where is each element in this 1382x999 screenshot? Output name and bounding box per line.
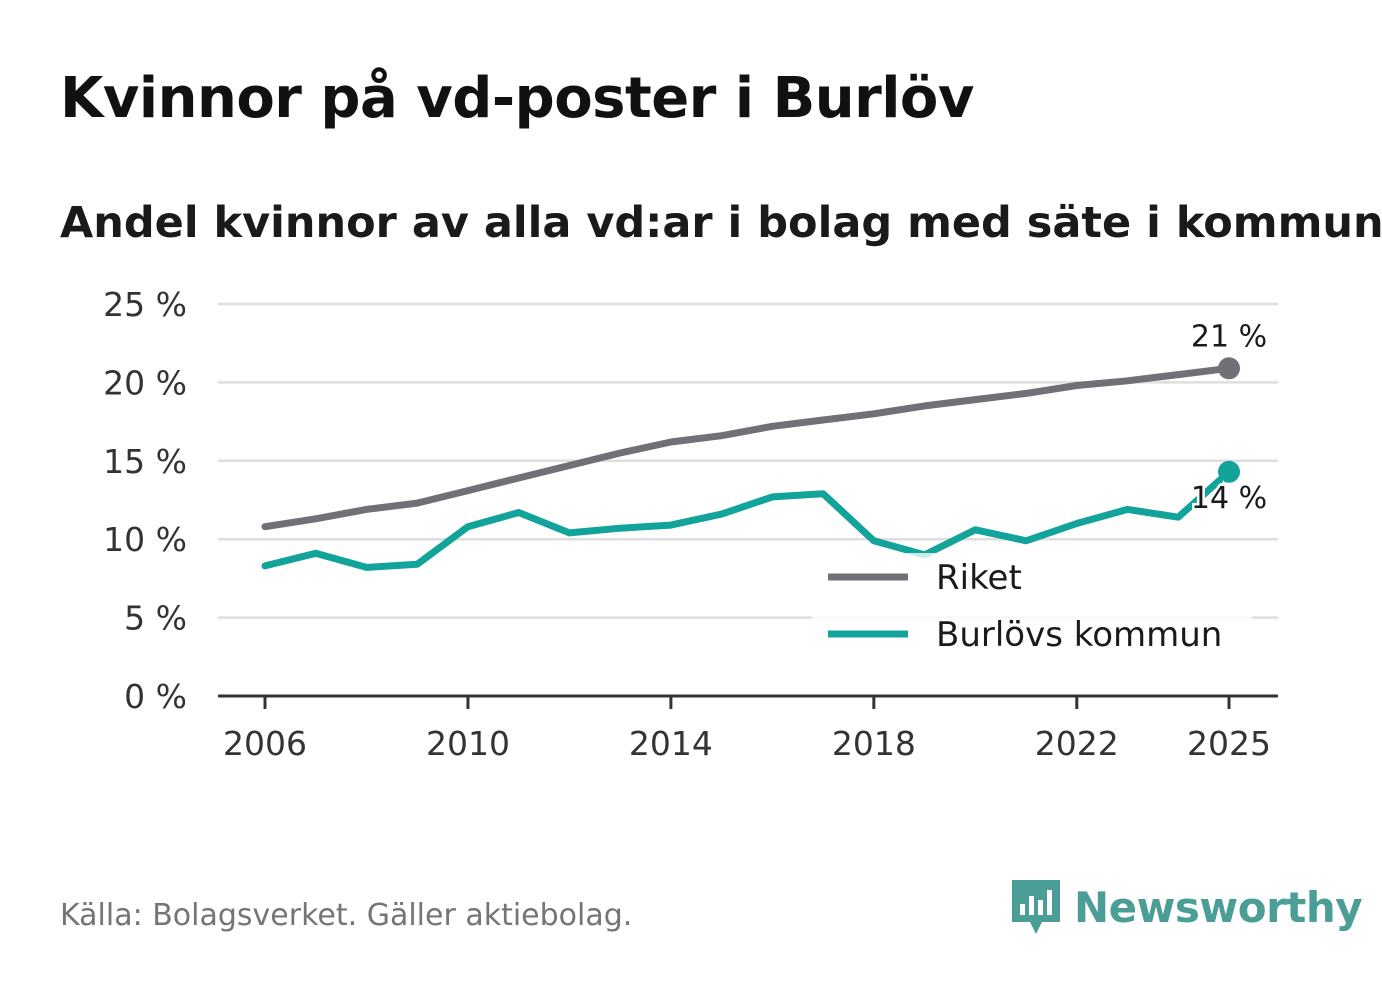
burlov-end-point (1218, 460, 1240, 483)
brand-logo: Newsworthy (1008, 876, 1363, 938)
y-tick-label: 20 % (103, 363, 187, 402)
legend-background (812, 553, 1252, 663)
source-note: Källa: Bolagsverket. Gäller aktiebolag. (60, 898, 633, 933)
legend: Riket Burlövs kommun (812, 553, 1252, 663)
riket-end-label: 21 % (1191, 319, 1267, 354)
newsworthy-logo-icon (1012, 880, 1060, 934)
x-tick-label: 2025 (1187, 724, 1271, 763)
riket-end-point (1218, 357, 1240, 380)
burlov-line (261, 468, 1233, 571)
x-tick-label: 2010 (426, 724, 510, 763)
x-tick-label: 2022 (1035, 724, 1119, 763)
x-tick-label: 2018 (832, 724, 916, 763)
riket-line (261, 364, 1233, 531)
chart-subtitle: Andel kvinnor av alla vd:ar i bolag med … (60, 198, 1382, 248)
x-tick-label: 2014 (629, 724, 713, 763)
x-axis-ticks: 2006 2010 2014 2018 2022 2025 (218, 694, 1278, 763)
legend-label-burlov: Burlövs kommun (936, 615, 1222, 655)
brand-name: Newsworthy (1074, 882, 1363, 932)
x-tick-label: 2006 (223, 724, 307, 763)
y-tick-label: 0 % (124, 677, 187, 716)
end-labels: 21 % 14 % (1188, 317, 1269, 518)
y-tick-label: 25 % (103, 285, 187, 324)
series-lines (261, 364, 1233, 571)
legend-label-riket: Riket (936, 558, 1022, 598)
burlov-end-label: 14 % (1191, 481, 1267, 516)
y-axis-ticks: 0 % 5 % 10 % 15 % 20 % 25 % (103, 285, 187, 716)
y-tick-label: 15 % (103, 442, 187, 481)
chart-title: Kvinnor på vd-poster i Burlöv (60, 66, 974, 131)
y-tick-label: 5 % (124, 599, 187, 638)
y-tick-label: 10 % (103, 520, 187, 559)
